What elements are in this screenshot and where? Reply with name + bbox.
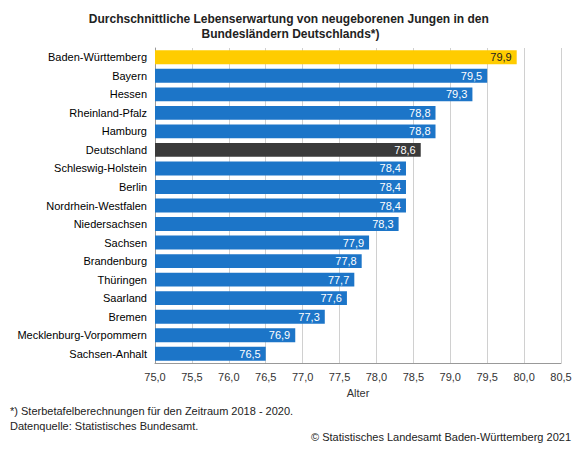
svg-text:78,3: 78,3 [372, 218, 393, 230]
svg-text:78,0: 78,0 [366, 371, 387, 383]
svg-text:78,4: 78,4 [380, 162, 401, 174]
svg-text:78,4: 78,4 [380, 200, 401, 212]
svg-text:79,5: 79,5 [461, 70, 482, 82]
svg-text:© Statistisches Landesamt Bade: © Statistisches Landesamt Baden-Württemb… [311, 431, 571, 443]
svg-text:Nordrhein-Westfalen: Nordrhein-Westfalen [46, 200, 147, 212]
svg-text:77,6: 77,6 [321, 292, 342, 304]
svg-text:78,8: 78,8 [409, 107, 430, 119]
svg-text:Durchschnittliche Lebenserwart: Durchschnittliche Lebenserwartung von ne… [89, 12, 492, 26]
svg-text:78,8: 78,8 [409, 125, 430, 137]
svg-text:Saarland: Saarland [103, 292, 147, 304]
svg-text:78,6: 78,6 [394, 144, 415, 156]
svg-text:78,5: 78,5 [403, 371, 424, 383]
svg-text:Rheinland-Pfalz: Rheinland-Pfalz [69, 107, 147, 119]
svg-text:77,3: 77,3 [298, 311, 319, 323]
svg-text:80,5: 80,5 [550, 371, 571, 383]
svg-text:76,5: 76,5 [239, 348, 260, 360]
svg-text:77,0: 77,0 [292, 371, 313, 383]
svg-text:Sachsen-Anhalt: Sachsen-Anhalt [69, 348, 147, 360]
svg-text:Deutschland: Deutschland [86, 144, 147, 156]
svg-text:79,5: 79,5 [476, 371, 497, 383]
svg-text:77,9: 77,9 [343, 237, 364, 249]
svg-text:79,3: 79,3 [446, 88, 467, 100]
svg-text:77,7: 77,7 [328, 274, 349, 286]
svg-text:Schleswig-Holstein: Schleswig-Holstein [54, 162, 147, 174]
svg-text:Bremen: Bremen [108, 311, 147, 323]
svg-text:Alter: Alter [347, 387, 370, 399]
svg-text:75,5: 75,5 [181, 371, 202, 383]
svg-text:Thüringen: Thüringen [97, 274, 147, 286]
svg-text:Baden-Württemberg: Baden-Württemberg [48, 51, 147, 63]
svg-text:77,5: 77,5 [329, 371, 350, 383]
svg-text:Mecklenburg-Vorpommern: Mecklenburg-Vorpommern [17, 329, 147, 341]
svg-text:Sachsen: Sachsen [104, 237, 147, 249]
svg-text:Datenquelle: Statistisches Bun: Datenquelle: Statistisches Bundesamt. [10, 420, 198, 432]
svg-text:Bayern: Bayern [112, 70, 147, 82]
svg-text:79,9: 79,9 [490, 51, 511, 63]
svg-text:76,9: 76,9 [269, 329, 290, 341]
svg-text:77,8: 77,8 [335, 255, 356, 267]
svg-text:75,0: 75,0 [144, 371, 165, 383]
svg-text:Brandenburg: Brandenburg [83, 255, 147, 267]
svg-text:Hamburg: Hamburg [102, 125, 147, 137]
svg-text:*) Sterbetafelberechnungen für: *) Sterbetafelberechnungen für den Zeitr… [10, 405, 293, 417]
svg-text:Hessen: Hessen [110, 88, 147, 100]
svg-text:76,5: 76,5 [255, 371, 276, 383]
svg-text:Berlin: Berlin [119, 181, 147, 193]
svg-text:Niedersachsen: Niedersachsen [74, 218, 147, 230]
svg-text:80,0: 80,0 [513, 371, 534, 383]
svg-text:78,4: 78,4 [380, 181, 401, 193]
svg-text:76,0: 76,0 [218, 371, 239, 383]
svg-text:Bundesländern Deutschlands*): Bundesländern Deutschlands*) [201, 27, 379, 41]
svg-text:79,0: 79,0 [440, 371, 461, 383]
